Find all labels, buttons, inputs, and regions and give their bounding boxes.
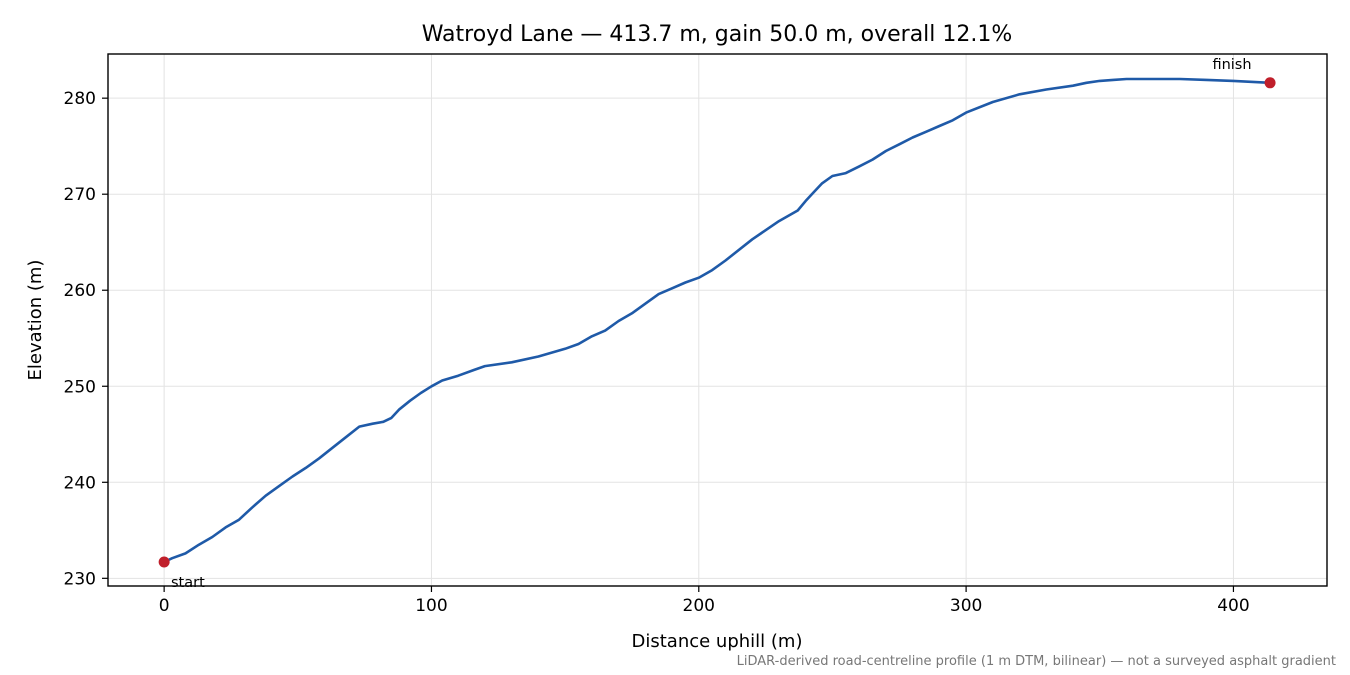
markers bbox=[158, 77, 1276, 568]
y-tick-label: 260 bbox=[64, 281, 96, 301]
y-tick-label: 270 bbox=[64, 185, 96, 205]
x-tick-label: 100 bbox=[415, 596, 447, 616]
grid bbox=[108, 54, 1327, 586]
y-tick-label: 240 bbox=[64, 473, 96, 493]
finish-point-marker bbox=[1264, 77, 1276, 89]
footnote: LiDAR-derived road-centreline profile (1… bbox=[737, 654, 1336, 669]
x-axis-label: Distance uphill (m) bbox=[632, 631, 803, 652]
start-point-marker bbox=[158, 556, 170, 568]
x-tick-label: 200 bbox=[683, 596, 715, 616]
chart-title: Watroyd Lane — 413.7 m, gain 50.0 m, ove… bbox=[422, 22, 1013, 47]
plot-frame bbox=[107, 53, 1328, 587]
y-tick-label: 250 bbox=[64, 377, 96, 397]
start-label: start bbox=[171, 575, 205, 591]
axis-ticks: 0 100 200 300 400 230 240 250 260 270 280 bbox=[64, 89, 1250, 616]
x-tick-label: 400 bbox=[1217, 596, 1249, 616]
y-tick-label: 230 bbox=[64, 569, 96, 589]
finish-label: finish bbox=[1212, 57, 1251, 73]
y-axis-label: Elevation (m) bbox=[25, 260, 46, 381]
y-tick-label: 280 bbox=[64, 89, 96, 109]
x-tick-label: 300 bbox=[950, 596, 982, 616]
x-tick-label: 0 bbox=[159, 596, 170, 616]
elevation-line bbox=[162, 77, 1272, 564]
